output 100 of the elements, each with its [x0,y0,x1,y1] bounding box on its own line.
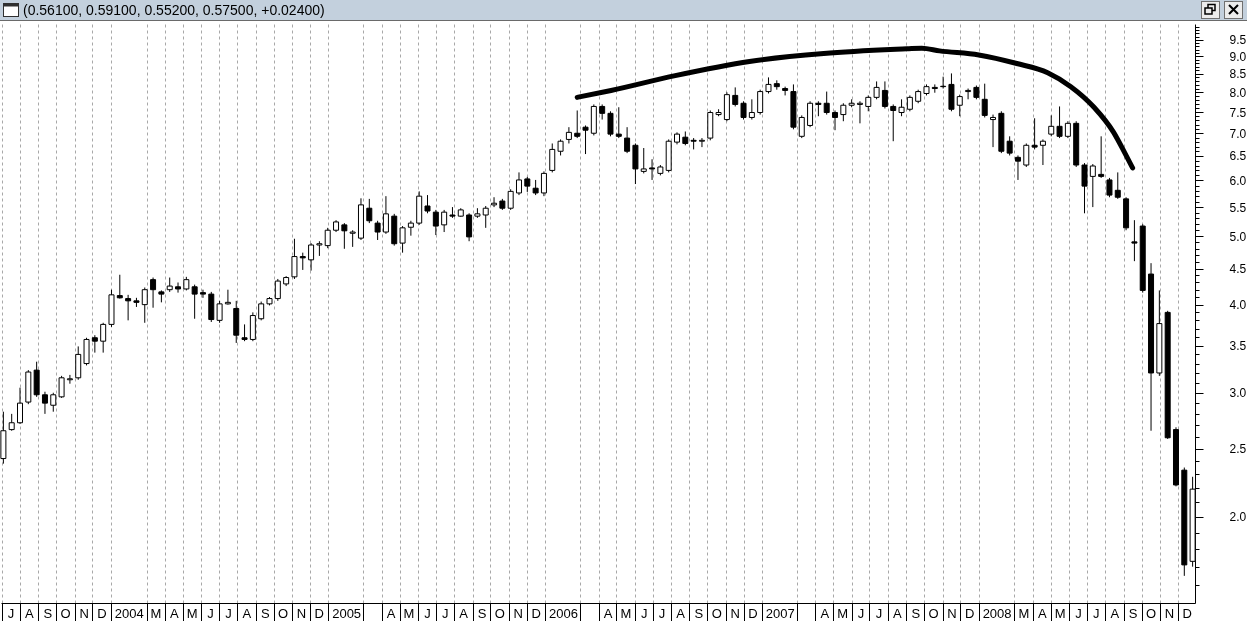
candlestick [191,284,198,320]
x-tick-label: J [658,605,666,621]
candlestick [698,137,705,148]
x-tick-label: N [947,605,957,621]
candlestick [624,126,631,154]
x-tick-label: N [296,605,307,621]
candlestick [640,147,647,174]
x-tick-label: 2004 [114,605,144,621]
x-tick-label: M [403,605,415,621]
candlestick [258,301,265,321]
x-tick-label: J [1075,605,1082,621]
candlestick [216,300,223,324]
candlestick [407,220,414,237]
y-tick-label: 8.5 [1229,67,1247,82]
x-tick-label: J [875,605,883,621]
candlestick [757,89,764,116]
y-tick-label: 5.0 [1229,229,1247,244]
candlestick [91,334,98,354]
candlestick [274,278,281,302]
x-tick-label: O [711,605,722,621]
candlestick [615,106,622,139]
x-tick-label: A [242,605,252,621]
candlestick [100,322,107,354]
x-tick-label: O [928,605,939,621]
x-tick-label: J [207,605,214,621]
x-tick-label: A [820,605,830,621]
candlestick [199,289,206,299]
x-tick-label: S [911,605,921,621]
candlestick [574,109,581,139]
x-tick-label: D [531,605,541,621]
x-tick-label: M [837,605,849,621]
candlestick [308,242,315,272]
candlestick [965,88,972,100]
candlestick [175,281,182,294]
candlestick [399,225,406,254]
candlestick [324,227,331,249]
candlestick [823,91,830,116]
candlestick [890,103,897,142]
x-tick-label: A [1110,605,1120,621]
x-tick-label: S [260,605,270,621]
chart-title: (0.56100, 0.59100, 0.55200, 0.57500, +0.02400) [23,2,325,18]
x-tick-label: S [694,605,704,621]
x-tick-label: S [477,605,487,621]
y-tick-label: 9.5 [1229,33,1247,48]
y-tick-label: 3.0 [1229,386,1247,401]
candlestick [507,188,514,211]
candlestick [632,142,639,185]
x-tick-label: A [170,605,180,621]
candlestick [382,195,389,235]
candlestick [549,142,556,173]
candlestick [366,198,373,224]
candlestick [141,287,148,324]
candlestick [466,212,473,242]
candlestick [798,114,805,139]
candlestick [582,124,589,155]
candlestick [1098,135,1105,179]
candlestick [224,289,231,306]
candlestick [748,98,755,121]
candlestick [1081,162,1088,214]
x-tick-label: O [278,605,289,621]
x-tick-label: J [7,605,15,621]
x-tick-label: 2005 [332,605,362,621]
candlestick [856,100,863,124]
x-tick-label: S [1128,605,1138,621]
candlestick [291,238,298,280]
x-tick-label: J [640,605,648,621]
candlestick [150,277,157,309]
x-tick-label: N [513,605,523,621]
y-tick-label: 3.5 [1229,339,1247,354]
candlestick [732,86,739,107]
candlestick [1089,163,1096,208]
x-tick-label: O [1145,605,1157,621]
candlestick [990,114,997,148]
x-tick-label: D [1182,605,1192,621]
y-tick-label: 2.5 [1229,442,1247,457]
candlestick [341,222,348,250]
candlestick [540,170,547,197]
x-tick-label: N [1164,605,1175,621]
candlestick [249,311,256,342]
x-tick-label: J [1093,605,1100,621]
x-tick-label: M [1054,605,1066,621]
y-tick-label: 4.0 [1229,298,1247,313]
x-tick-label: D [314,605,324,621]
x-tick-label: S [43,605,53,621]
y-tick-label: 7.0 [1229,126,1247,141]
candlestick [1114,171,1121,200]
x-tick-label: M [1018,605,1030,621]
candlestick [1031,117,1038,150]
x-tick-label: A [603,605,613,621]
x-tick-label: A [386,605,396,621]
candlestick [956,94,963,117]
y-tick-label: 4.5 [1229,262,1247,277]
y-tick-label: 6.5 [1229,149,1247,164]
x-tick-label: D [97,605,107,621]
candlestick [740,100,747,121]
candlestick [1039,138,1046,166]
candlestick [17,387,24,425]
candlestick [1023,142,1030,168]
candlestick [441,209,448,233]
x-tick-label: J [857,605,865,621]
